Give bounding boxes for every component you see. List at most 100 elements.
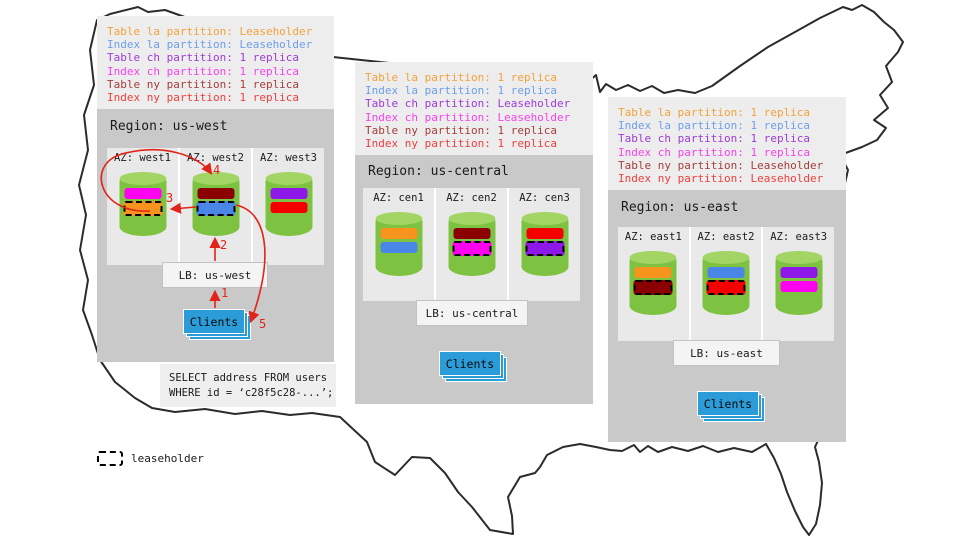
legend-line: Index ny partition: 1 replica <box>365 137 558 151</box>
legend-line: Table ch partition: Leaseholder <box>365 97 571 111</box>
legend-line: Index ny partition: 1 replica <box>107 91 300 105</box>
clients-label: Clients <box>439 351 501 376</box>
partition-bar <box>780 267 818 278</box>
partition-bar <box>197 188 234 199</box>
az-cen2: AZ: cen2 <box>436 188 507 301</box>
arrow-step-label: 3 <box>166 191 174 205</box>
partition-bar <box>706 280 746 295</box>
az-label: AZ: west3 <box>260 152 317 164</box>
legend-line: Index ch partition: 1 replica <box>618 145 811 159</box>
db-cylinder <box>448 212 495 276</box>
db-cylinder <box>629 251 677 315</box>
partition-bar <box>196 201 235 216</box>
region-title: Region: us-east <box>621 200 739 215</box>
sql-query-box: SELECT address FROM users WHERE id = ‘c2… <box>160 364 336 407</box>
lb-label: LB: us-east <box>690 346 763 360</box>
lb-label: LB: us-central <box>425 306 519 320</box>
partition-bar <box>270 202 307 213</box>
partition-legend-us-central: Table la partition: 1 replica Index la p… <box>355 62 593 155</box>
region-us-east: Region: us-east AZ: east1 AZ: east2 <box>608 190 846 442</box>
az-label: AZ: cen1 <box>373 192 424 204</box>
partition-bar <box>526 228 563 239</box>
db-cylinder <box>119 172 166 236</box>
leaseholder-key-label: leaseholder <box>131 452 204 465</box>
legend-line: Table ny partition: 1 replica <box>365 123 558 137</box>
db-cylinder-top <box>629 251 677 264</box>
az-label: AZ: east1 <box>624 231 682 243</box>
legend-line: Index ch partition: 1 replica <box>107 64 300 78</box>
clients-box-us-east: Clients <box>697 391 765 422</box>
az-label: AZ: east2 <box>697 231 755 243</box>
partition-bar <box>123 201 162 216</box>
db-cylinder <box>375 212 422 276</box>
az-cen3: AZ: cen3 <box>509 188 580 301</box>
query-line: WHERE id = ‘c28f5c28-...’; <box>169 387 334 399</box>
region-us-west: Region: us-west AZ: west1 AZ: west2 <box>97 109 334 362</box>
clients-box-us-west: Clients <box>183 309 251 340</box>
db-cylinder <box>265 172 312 236</box>
partition-bar <box>525 241 564 256</box>
az-west1: AZ: west1 <box>107 148 178 265</box>
partition-bar <box>380 228 417 239</box>
clients-box-us-central: Clients <box>439 351 507 382</box>
load-balancer-us-east: LB: us-east <box>673 340 780 366</box>
load-balancer-us-central: LB: us-central <box>416 300 528 326</box>
partition-bar <box>452 241 491 256</box>
az-label: AZ: cen2 <box>446 192 497 204</box>
db-cylinder-top <box>448 212 495 225</box>
db-cylinder <box>192 172 239 236</box>
db-cylinder-top <box>119 172 166 185</box>
az-east3: AZ: east3 <box>763 227 835 341</box>
partition-bar <box>453 228 490 239</box>
legend-line: Table la partition: 1 replica <box>365 71 558 84</box>
region-title: Region: us-west <box>110 119 228 134</box>
az-container: AZ: cen1 AZ: cen2 AZ: cen3 <box>363 188 580 301</box>
clients-label: Clients <box>183 309 245 334</box>
legend-line: Table ny partition: Leaseholder <box>618 158 824 172</box>
leaseholder-swatch <box>97 451 123 466</box>
partition-bar <box>780 281 818 292</box>
legend-line: Index la partition: 1 replica <box>365 84 558 98</box>
az-container: AZ: east1 AZ: east2 AZ: east3 <box>618 227 835 341</box>
legend-line: Index ch partition: Leaseholder <box>365 110 571 124</box>
legend-line: Table ch partition: 1 replica <box>107 51 300 65</box>
legend-line: Index ny partition: Leaseholder <box>618 172 824 186</box>
query-line: SELECT address FROM users <box>169 372 328 384</box>
arrow-step-label: 4 <box>213 163 221 177</box>
legend-line: Index la partition: 1 replica <box>618 119 811 133</box>
partition-legend-us-west: Table la partition: Leaseholder Index la… <box>97 16 334 109</box>
partition-bar <box>707 267 745 278</box>
legend-line: Table ny partition: 1 replica <box>107 77 300 91</box>
db-cylinder-top <box>265 172 312 185</box>
az-east1: AZ: east1 <box>618 227 689 341</box>
partition-bar <box>270 188 307 199</box>
az-label: AZ: east3 <box>770 231 828 243</box>
db-cylinder <box>775 251 823 315</box>
az-west3: AZ: west3 <box>253 148 324 265</box>
load-balancer-us-west: LB: us-west <box>162 262 268 288</box>
az-east2: AZ: east2 <box>690 227 762 341</box>
region-us-central: Region: us-central AZ: cen1 AZ: cen2 <box>355 154 593 404</box>
db-cylinder <box>702 251 750 315</box>
partition-bar <box>634 267 672 278</box>
lb-label: LB: us-west <box>178 268 252 282</box>
db-cylinder <box>521 212 568 276</box>
partition-legend-us-east: Table la partition: 1 replica Index la p… <box>608 97 846 190</box>
legend-line: Index la partition: Leaseholder <box>107 38 313 52</box>
legend-line: Table la partition: 1 replica <box>618 106 811 119</box>
leaseholder-key: leaseholder <box>97 451 204 466</box>
partition-bar <box>380 242 417 253</box>
db-cylinder-top <box>775 251 823 264</box>
az-cen1: AZ: cen1 <box>363 188 434 301</box>
db-cylinder-top <box>521 212 568 225</box>
legend-line: Table ch partition: 1 replica <box>618 132 811 146</box>
region-title: Region: us-central <box>368 164 509 179</box>
az-label: AZ: west1 <box>114 152 171 164</box>
db-cylinder-top <box>375 212 422 225</box>
arrow-step-label: 5 <box>259 317 267 331</box>
az-label: AZ: cen3 <box>519 192 570 204</box>
clients-label: Clients <box>697 391 759 416</box>
db-cylinder-top <box>702 251 750 264</box>
partition-bar <box>633 280 673 295</box>
